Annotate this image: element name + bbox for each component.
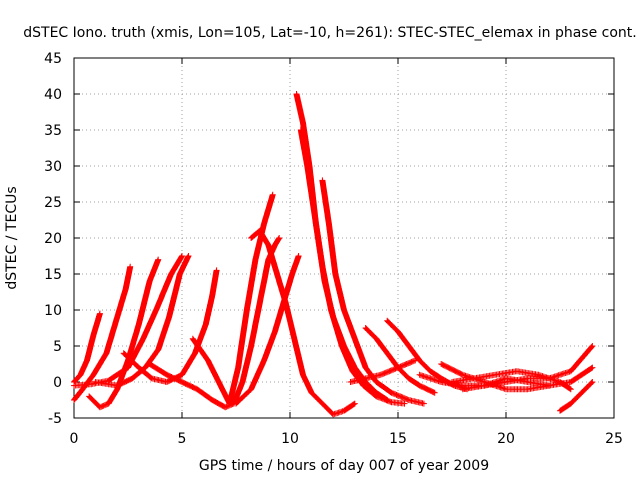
series-markers <box>86 256 162 411</box>
series-arc1 <box>71 310 103 385</box>
series-arc21 <box>557 379 596 414</box>
x-tick-label: 10 <box>281 431 299 447</box>
series-markers <box>189 191 276 407</box>
series-arc20 <box>459 375 553 393</box>
y-tick-label: -5 <box>48 411 62 427</box>
series-markers <box>120 267 220 385</box>
series-arc19 <box>449 368 574 393</box>
series-arc8 <box>189 191 276 407</box>
series-arc15 <box>362 325 438 396</box>
series-arc5 <box>92 253 192 389</box>
series-markers <box>347 357 419 385</box>
series-markers <box>459 375 553 393</box>
y-tick-label: 40 <box>44 87 62 103</box>
series-markers <box>146 235 283 411</box>
series-arc6 <box>120 267 220 385</box>
y-tick-label: 10 <box>44 303 62 319</box>
x-tick-label: 25 <box>605 431 623 447</box>
series-arc12 <box>297 127 408 407</box>
series-markers <box>449 368 574 393</box>
series-markers <box>248 227 358 418</box>
chart-title: dSTEC Iono. truth (xmis, Lon=105, Lat=-1… <box>23 25 636 41</box>
series-arc3 <box>86 256 162 411</box>
axis-ticks: 0 5 10 15 20 25 -5 0 5 10 15 20 25 30 35 40 45 <box>44 51 623 447</box>
series-markers <box>362 325 438 396</box>
series-arc9 <box>248 227 358 418</box>
series-arc10 <box>233 253 302 407</box>
series-markers <box>293 91 391 403</box>
series-markers <box>297 127 408 407</box>
y-tick-label: 45 <box>44 51 62 67</box>
x-tick-label: 5 <box>178 431 187 447</box>
series-arc11 <box>293 91 391 403</box>
series-markers <box>233 253 302 407</box>
y-tick-label: 5 <box>53 339 62 355</box>
series-markers <box>319 177 427 407</box>
series-arc7 <box>146 235 283 411</box>
x-tick-label: 15 <box>389 431 407 447</box>
series-arc14 <box>347 357 419 385</box>
x-tick-label: 20 <box>497 431 515 447</box>
data-series <box>71 91 596 418</box>
y-tick-label: 15 <box>44 267 62 283</box>
series-markers <box>557 379 596 414</box>
y-tick-label: 20 <box>44 231 62 247</box>
series-markers <box>71 310 103 385</box>
series-markers <box>92 253 192 389</box>
x-axis-label: GPS time / hours of day 007 of year 2009 <box>199 458 489 474</box>
y-tick-label: 25 <box>44 195 62 211</box>
series-arc13 <box>319 177 427 407</box>
grid-lines <box>74 58 614 418</box>
y-tick-label: 0 <box>53 375 62 391</box>
y-tick-label: 35 <box>44 123 62 139</box>
x-tick-label: 0 <box>70 431 79 447</box>
y-tick-label: 30 <box>44 159 62 175</box>
y-axis-label: dSTEC / TECUs <box>4 186 20 289</box>
